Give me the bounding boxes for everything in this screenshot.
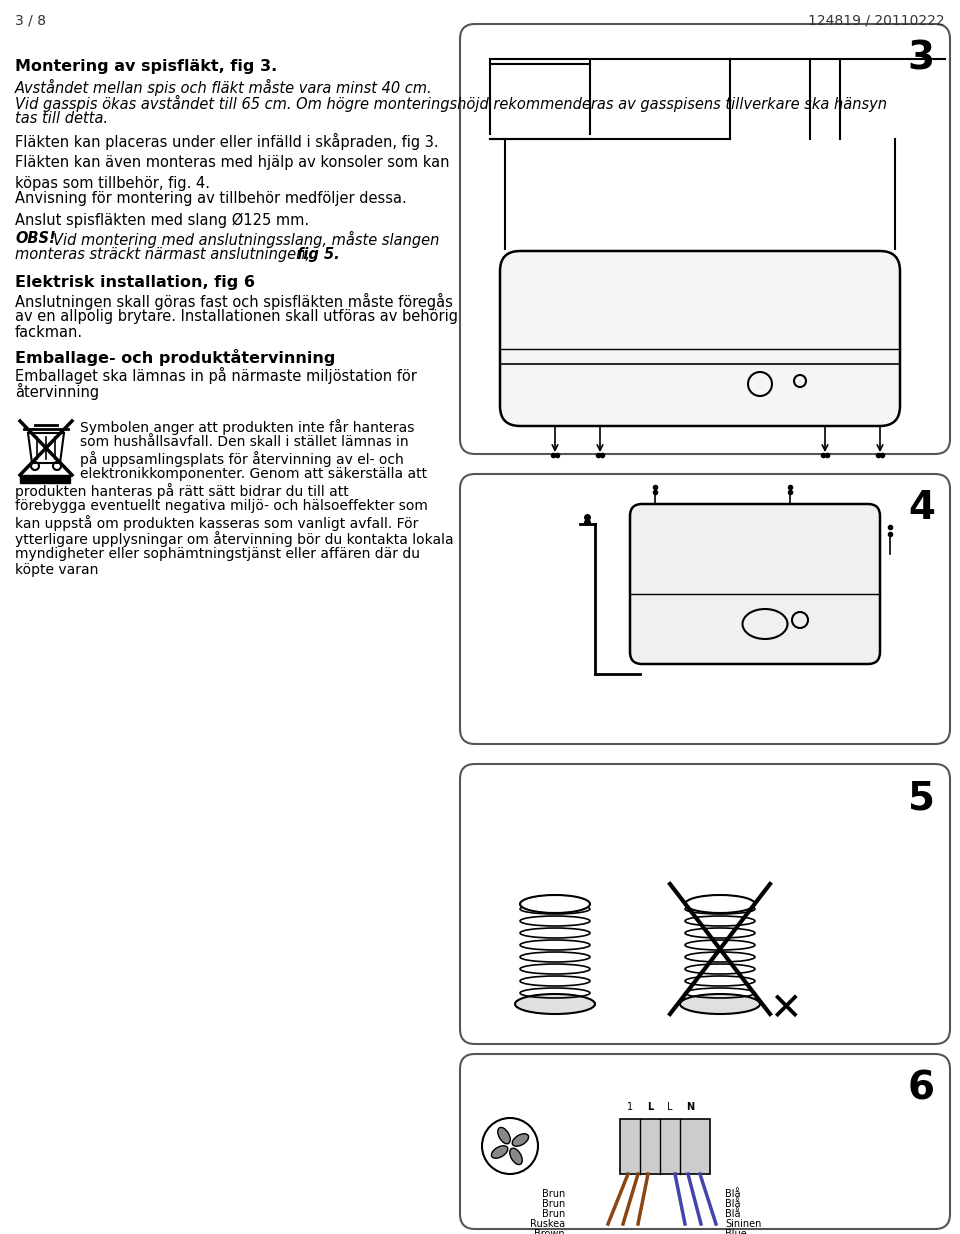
Text: Blå: Blå [725, 1199, 740, 1209]
Text: 6: 6 [908, 1069, 935, 1107]
Ellipse shape [680, 995, 760, 1014]
Bar [20, 475, 70, 482]
Text: Blå: Blå [725, 1209, 740, 1219]
Text: Avståndet mellan spis och fläkt måste vara minst 40 cm.: Avståndet mellan spis och fläkt måste va… [15, 79, 433, 96]
Text: Sininen: Sininen [725, 1219, 761, 1229]
Text: ytterligare upplysningar om återvinning bör du kontakta lokala: ytterligare upplysningar om återvinning … [15, 531, 454, 547]
Text: köpte varan: köpte varan [15, 563, 98, 578]
Text: myndigheter eller sophämtningstjänst eller affären där du: myndigheter eller sophämtningstjänst ell… [15, 547, 420, 561]
Text: Anslutningen skall göras fast och spisfläkten måste föregås: Anslutningen skall göras fast och spisfl… [15, 292, 453, 310]
Text: Brun: Brun [541, 1199, 565, 1209]
Ellipse shape [513, 1134, 529, 1146]
Text: av en allpolig brytare. Installationen skall utföras av behörig: av en allpolig brytare. Installationen s… [15, 308, 458, 325]
Text: elektronikkomponenter. Genom att säkerställa att: elektronikkomponenter. Genom att säkerst… [80, 466, 427, 481]
Ellipse shape [515, 995, 595, 1014]
Ellipse shape [497, 1128, 511, 1144]
Text: tas till detta.: tas till detta. [15, 111, 108, 126]
Text: N: N [686, 1102, 694, 1112]
Text: Elektrisk installation, fig 6: Elektrisk installation, fig 6 [15, 275, 255, 290]
Text: Blue: Blue [725, 1229, 747, 1234]
FancyBboxPatch shape [460, 474, 950, 744]
FancyBboxPatch shape [460, 23, 950, 454]
Text: Ruskea: Ruskea [530, 1219, 565, 1229]
Text: Anslut spisfläkten med slang Ø125 mm.: Anslut spisfläkten med slang Ø125 mm. [15, 213, 309, 228]
Text: Blå: Blå [725, 1190, 740, 1199]
Text: Brown: Brown [535, 1229, 565, 1234]
Text: förebygga eventuellt negativa miljö- och hälsoeffekter som: förebygga eventuellt negativa miljö- och… [15, 499, 428, 513]
Text: Emballage- och produktåtervinning: Emballage- och produktåtervinning [15, 349, 335, 366]
Ellipse shape [510, 1148, 522, 1165]
Text: Fläkten kan placeras under eller infälld i skåpraden, fig 3.: Fläkten kan placeras under eller infälld… [15, 133, 439, 151]
Text: 1: 1 [627, 1102, 633, 1112]
Text: 124819 / 20110222: 124819 / 20110222 [808, 14, 945, 28]
FancyBboxPatch shape [630, 503, 880, 664]
Text: monteras sträckt närmast anslutningen,: monteras sträckt närmast anslutningen, [15, 247, 315, 262]
Text: Emballaget ska lämnas in på närmaste miljöstation för: Emballaget ska lämnas in på närmaste mil… [15, 366, 417, 384]
Text: Fläkten kan även monteras med hjälp av konsoler som kan
köpas som tillbehör, fig: Fläkten kan även monteras med hjälp av k… [15, 155, 449, 191]
Text: Montering av spisfläkt, fig 3.: Montering av spisfläkt, fig 3. [15, 59, 277, 74]
FancyBboxPatch shape [500, 251, 900, 426]
Text: Vid gasspis ökas avståndet till 65 cm. Om högre monteringshöjd rekommenderas av : Vid gasspis ökas avståndet till 65 cm. O… [15, 95, 887, 112]
Text: Anvisning för montering av tillbehör medföljer dessa.: Anvisning för montering av tillbehör med… [15, 191, 407, 206]
Ellipse shape [520, 895, 590, 913]
Text: 4: 4 [908, 489, 935, 527]
Text: som hushållsavfall. Den skall i stället lämnas in: som hushållsavfall. Den skall i stället … [80, 436, 409, 449]
Text: 3: 3 [908, 39, 935, 77]
Text: Brun: Brun [541, 1209, 565, 1219]
Text: produkten hanteras på rätt sätt bidrar du till att: produkten hanteras på rätt sätt bidrar d… [15, 482, 348, 499]
Text: fackman.: fackman. [15, 325, 84, 341]
Text: Vid montering med anslutningsslang, måste slangen: Vid montering med anslutningsslang, måst… [53, 231, 440, 248]
Ellipse shape [492, 1145, 508, 1159]
FancyBboxPatch shape [460, 764, 950, 1044]
Text: OBS!: OBS! [15, 231, 56, 246]
Text: L: L [647, 1102, 653, 1112]
Text: på uppsamlingsplats för återvinning av el- och: på uppsamlingsplats för återvinning av e… [80, 450, 404, 466]
Text: Brun: Brun [541, 1190, 565, 1199]
Text: L: L [667, 1102, 673, 1112]
Text: fig 5.: fig 5. [297, 247, 340, 262]
Ellipse shape [685, 895, 755, 913]
Text: ✕: ✕ [769, 990, 802, 1028]
Text: kan uppstå om produkten kasseras som vanligt avfall. För: kan uppstå om produkten kasseras som van… [15, 515, 419, 531]
Text: Symbolen anger att produkten inte får hanteras: Symbolen anger att produkten inte får ha… [80, 420, 415, 434]
Bar [620, 1119, 710, 1174]
FancyBboxPatch shape [460, 1054, 950, 1229]
Text: återvinning: återvinning [15, 383, 99, 400]
Text: 3 / 8: 3 / 8 [15, 14, 46, 28]
Text: 5: 5 [908, 779, 935, 817]
